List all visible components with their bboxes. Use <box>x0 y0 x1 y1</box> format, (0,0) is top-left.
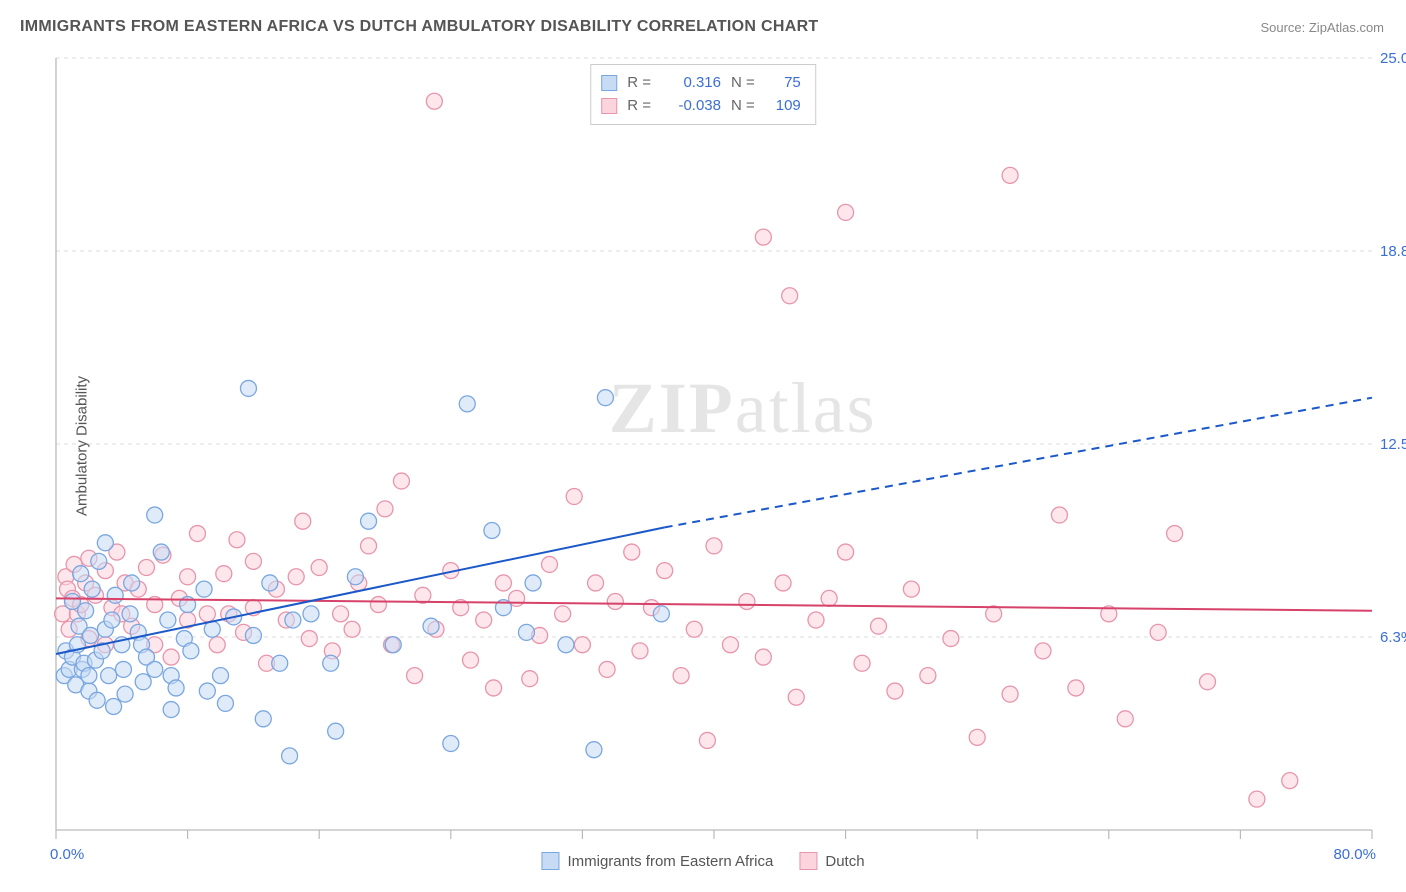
x-axis-max: 80.0% <box>1333 846 1376 863</box>
stats-swatch-b <box>601 98 617 114</box>
stats-r-b: -0.038 <box>661 94 721 117</box>
legend-label-b: Dutch <box>825 853 864 870</box>
stats-row-b: R = -0.038 N = 109 <box>601 94 801 117</box>
stats-swatch-a <box>601 75 617 91</box>
stats-r-a: 0.316 <box>661 71 721 94</box>
stats-n-b: 109 <box>765 94 801 117</box>
svg-text:6.3%: 6.3% <box>1380 629 1406 646</box>
svg-text:25.0%: 25.0% <box>1380 50 1406 67</box>
stats-n-a: 75 <box>765 71 801 94</box>
legend-item-a: Immigrants from Eastern Africa <box>541 852 773 870</box>
stats-n-label: N = <box>731 71 755 94</box>
x-axis-min: 0.0% <box>50 846 84 863</box>
correlation-stats: R = 0.316 N = 75 R = -0.038 N = 109 <box>590 64 816 125</box>
svg-text:18.8%: 18.8% <box>1380 243 1406 260</box>
legend-item-b: Dutch <box>799 852 864 870</box>
legend: Immigrants from Eastern Africa Dutch <box>541 852 864 870</box>
stats-r-label: R = <box>627 71 651 94</box>
legend-label-a: Immigrants from Eastern Africa <box>567 853 773 870</box>
svg-text:12.5%: 12.5% <box>1380 436 1406 453</box>
legend-swatch-a <box>541 852 559 870</box>
legend-swatch-b <box>799 852 817 870</box>
stats-r-label: R = <box>627 94 651 117</box>
stats-n-label: N = <box>731 94 755 117</box>
scatter-plot: 6.3% 12.5% 18.8% 25.0% <box>0 0 1406 892</box>
stats-row-a: R = 0.316 N = 75 <box>601 71 801 94</box>
